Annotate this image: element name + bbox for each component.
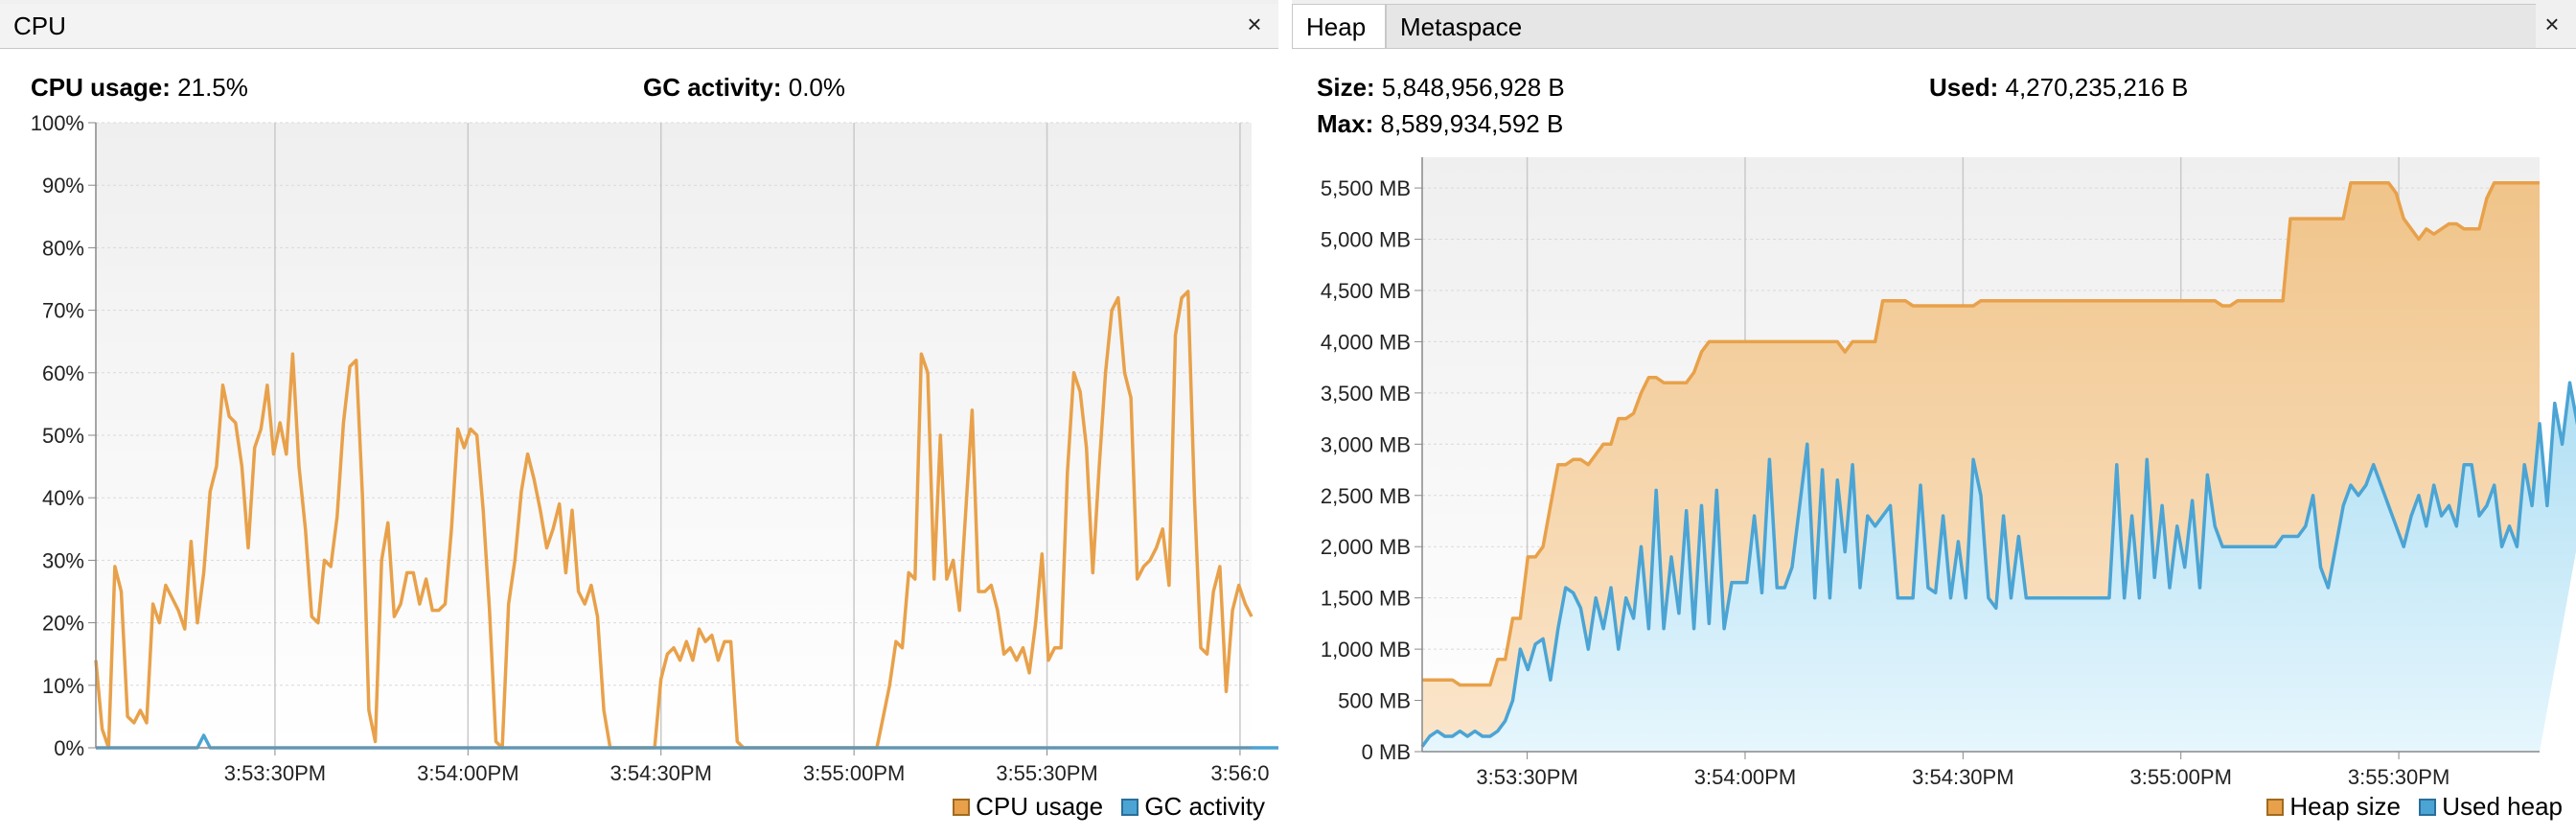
x-tick-label: 3:53:30PM [224, 761, 326, 785]
y-tick-label: 1,000 MB [1321, 638, 1411, 662]
tab-metaspace[interactable]: Metaspace [1386, 4, 2536, 48]
used-heap-area [1422, 383, 2576, 752]
y-tick-label: 4,000 MB [1321, 330, 1411, 354]
y-tick-label: 20% [42, 612, 84, 636]
y-tick-label: 2,500 MB [1321, 484, 1411, 508]
y-tick-label: 1,500 MB [1321, 587, 1411, 611]
y-tick-label: 100% [31, 115, 84, 135]
heap-size-line [1422, 180, 2540, 687]
legend-cpu-usage: CPU usage [953, 792, 1103, 822]
gc-activity-value: 0.0% [788, 73, 845, 102]
heap-size-value: 5,848,956,928 B [1381, 73, 1565, 102]
tab-heap[interactable]: Heap [1292, 4, 1386, 48]
y-tick-label: 30% [42, 548, 84, 572]
legend-cpu-usage-label: CPU usage [976, 792, 1104, 821]
x-tick-label: 3:53:30PM [1476, 765, 1577, 786]
cpu-panel: CPU × CPU usage: 21.5% GC activity: 0.0%… [0, 0, 1278, 836]
legend-gc-activity-label: GC activity [1144, 792, 1265, 821]
x-tick-label: 3:54:30PM [610, 761, 712, 785]
tab-heap-label: Heap [1306, 12, 1367, 41]
heap-max-label: Max: [1317, 109, 1374, 138]
y-tick-label: 5,000 MB [1321, 228, 1411, 252]
y-tick-label: 3,500 MB [1321, 382, 1411, 406]
heap-chart: 0 MB 500 MB 1,000 MB 1,500 MB 2,000 MB 2,500 … [1321, 157, 2576, 786]
legend-used-heap-label: Used heap [2442, 792, 2563, 821]
y-tick-label: 10% [42, 674, 84, 698]
y-tick-label: 0 MB [1362, 740, 1411, 764]
gc-activity-label: GC activity: [643, 73, 782, 102]
x-tick-label: 3:54:30PM [1912, 765, 2013, 786]
x-tick-label: 3:56:0 [1210, 761, 1269, 785]
y-tick-label: 4,500 MB [1321, 279, 1411, 303]
legend-cpu-usage-swatch [953, 798, 971, 816]
used-heap-line [1420, 381, 2576, 748]
y-tick-label: 50% [42, 424, 84, 448]
heap-max-stat: Max: 8,589,934,592 B [1317, 109, 1563, 139]
heap-size-stat: Size: 5,848,956,928 B [1317, 73, 1565, 103]
memory-close-icon[interactable]: × [2544, 10, 2560, 38]
gc-activity-stat: GC activity: 0.0% [643, 73, 845, 103]
legend-used-heap-swatch [2419, 798, 2437, 816]
x-tick-label: 3:55:00PM [2130, 765, 2232, 786]
cpu-chart: 0% 10% 20% 30% 40% 50% 60% 70% 80% 90% 100% 3:53:30… [31, 115, 1278, 785]
x-tick-label: 3:55:00PM [803, 761, 905, 785]
y-tick-label: 5,500 MB [1321, 176, 1411, 200]
heap-legend: Heap size Used heap [2255, 792, 2563, 823]
y-tick-label: 40% [42, 486, 84, 510]
heap-max-value: 8,589,934,592 B [1380, 109, 1564, 138]
x-tick-label: 3:55:30PM [2348, 765, 2450, 786]
heap-size-label: Size: [1317, 73, 1375, 102]
heap-used-stat: Used: 4,270,235,216 B [1929, 73, 2188, 103]
y-tick-label: 80% [42, 236, 84, 260]
heap-used-value: 4,270,235,216 B [2005, 73, 2189, 102]
y-tick-label: 90% [42, 174, 84, 197]
x-tick-label: 3:54:00PM [417, 761, 518, 785]
tab-cpu[interactable]: CPU [0, 4, 1278, 48]
y-tick-label: 2,000 MB [1321, 535, 1411, 559]
heap-used-label: Used: [1929, 73, 1999, 102]
cpu-close-icon[interactable]: × [1247, 10, 1262, 38]
legend-gc-activity: GC activity [1121, 792, 1265, 822]
legend-heap-size: Heap size [2266, 792, 2401, 822]
cpu-legend: CPU usage GC activity [941, 792, 1265, 823]
y-tick-label: 70% [42, 299, 84, 323]
cpu-usage-line [94, 290, 1254, 750]
y-tick-label: 60% [42, 361, 84, 385]
tab-metaspace-label: Metaspace [1400, 12, 1523, 41]
legend-heap-size-label: Heap size [2289, 792, 2401, 821]
cpu-tab-bar: CPU × [0, 0, 1278, 49]
cpu-usage-value: 21.5% [177, 73, 248, 102]
legend-heap-size-swatch [2266, 798, 2285, 816]
y-tick-label: 3,000 MB [1321, 432, 1411, 456]
tab-cpu-label: CPU [13, 12, 66, 40]
x-tick-label: 3:55:30PM [996, 761, 1097, 785]
memory-tab-bar: Heap Metaspace × [1292, 0, 2576, 49]
y-tick-label: 0% [54, 736, 84, 760]
x-tick-label: 3:54:00PM [1694, 765, 1796, 786]
cpu-usage-stat: CPU usage: 21.5% [31, 73, 248, 103]
legend-used-heap: Used heap [2419, 792, 2563, 822]
cpu-usage-label: CPU usage: [31, 73, 171, 102]
legend-gc-activity-swatch [1121, 798, 1139, 816]
y-tick-label: 500 MB [1338, 689, 1411, 713]
memory-panel: Heap Metaspace × Size: 5,848,956,928 B U… [1292, 0, 2576, 836]
